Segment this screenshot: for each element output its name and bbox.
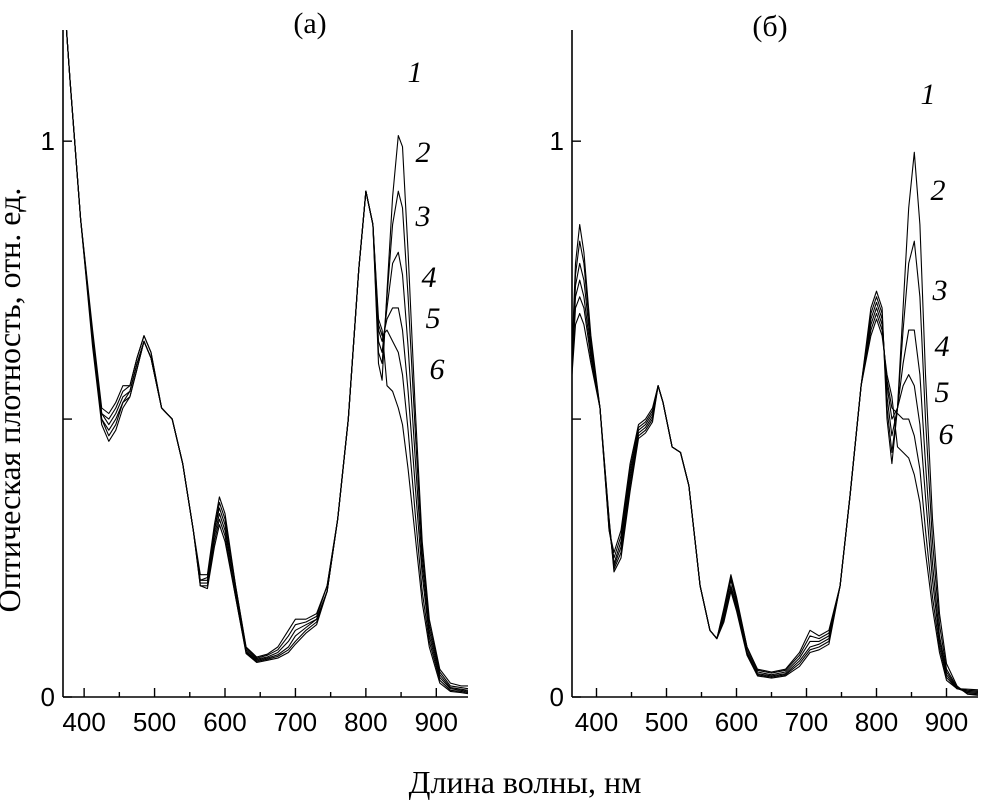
series-label-6: 6 [939,418,954,451]
y-tick-label: 1 [550,126,564,156]
panel-b: 400 500 600 700 800 900 0 1 (б) 1 2 3 4 5 6 [550,10,978,737]
series-label-1: 1 [408,56,423,89]
series-label-4: 4 [422,261,437,294]
x-tick-label: 500 [645,707,688,737]
y-axis-title: Оптическая плотность, отн. ед. [0,188,27,613]
panel-label: (б) [752,10,787,43]
x-axis-title: Длина волны, нм [409,764,642,800]
series-label-5: 5 [935,376,950,409]
series-label-2: 2 [931,174,946,207]
x-tick-label: 700 [785,707,828,737]
series-curve-5 [572,296,978,692]
series-label-6: 6 [430,353,445,386]
x-tick-label: 600 [715,707,758,737]
series-curve-6 [572,312,978,691]
x-tick-label: 600 [203,707,246,737]
panel-label: (а) [293,7,326,40]
y-tick-label: 0 [550,682,564,712]
series-curve-2 [65,29,468,690]
series-label-5: 5 [426,302,441,335]
y-tick-label: 1 [41,126,55,156]
series-curve-5 [65,29,468,694]
series-curve-1 [65,29,468,687]
x-tick-label: 400 [62,707,105,737]
series-curve-3 [572,262,978,694]
x-tick-label: 800 [855,707,898,737]
x-tick-label: 900 [925,707,968,737]
series-curve-3 [65,29,468,691]
panel-a: 400 500 600 700 800 900 0 1 (а) 1 2 3 4 5 6 [41,7,468,737]
x-tick-label: 800 [344,707,387,737]
x-tick-label: 500 [133,707,176,737]
series-label-3: 3 [415,200,431,233]
x-tick-label: 700 [274,707,317,737]
series-curve-4 [572,279,978,693]
series-label-3: 3 [932,274,948,307]
series-curve-6 [65,29,468,695]
y-tick-label: 0 [41,682,55,712]
series-curve-1 [572,151,978,696]
x-tick-label: 900 [415,707,458,737]
series-label-4: 4 [935,330,950,363]
series-label-1: 1 [921,78,936,111]
series-curve-2 [572,240,978,695]
series-curve-4 [65,29,468,692]
x-tick-label: 400 [575,707,618,737]
series-label-2: 2 [416,136,431,169]
